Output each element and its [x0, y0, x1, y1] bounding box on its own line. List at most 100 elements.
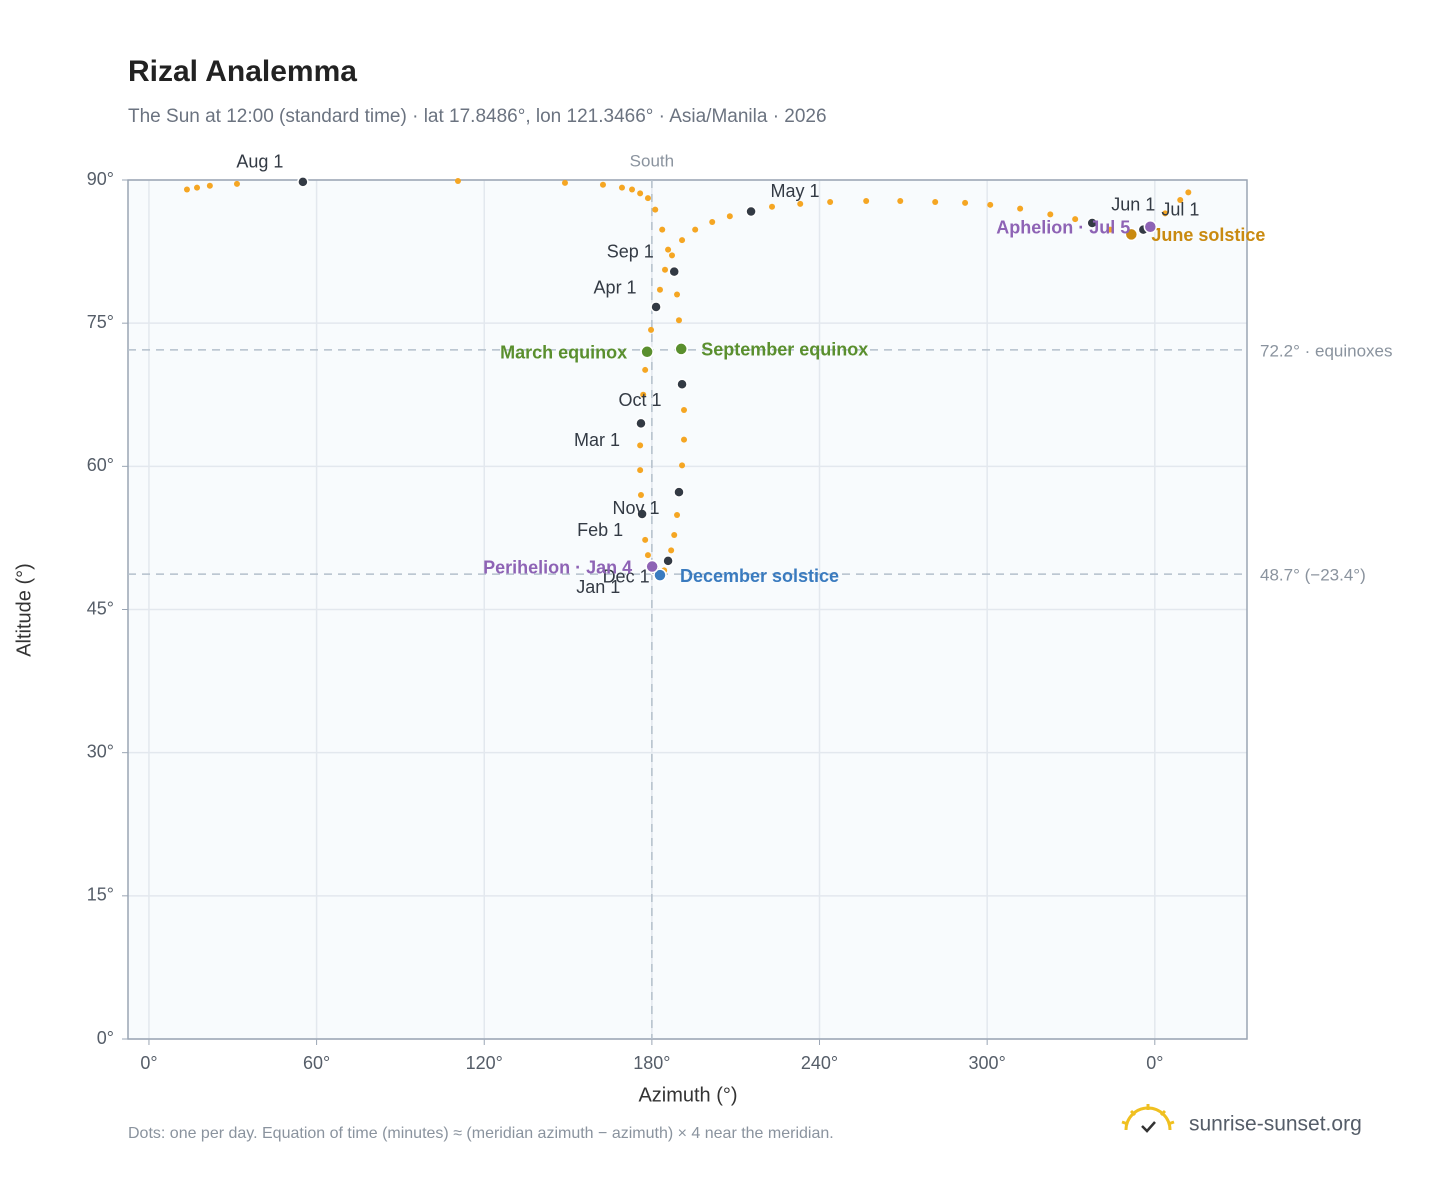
event-marker: [640, 345, 654, 359]
day-dot: [640, 391, 647, 398]
day-dot: [561, 179, 568, 186]
x-tick-label: 0°: [140, 1053, 157, 1073]
month-label: Dec 1: [603, 567, 650, 587]
y-tick-label: 15°: [87, 885, 114, 905]
chart-title: Rizal Analemma: [128, 55, 357, 88]
plot-frame: [127, 179, 1248, 1040]
day-dot: [681, 407, 688, 414]
day-dot: [637, 190, 644, 197]
day-dot: [652, 206, 659, 213]
month-label: Oct 1: [619, 390, 662, 410]
x-tick-label: 300°: [969, 1053, 1006, 1073]
day-dot: [668, 252, 675, 259]
day-dot: [206, 182, 213, 189]
day-dot: [644, 195, 651, 202]
day-dot: [644, 552, 651, 559]
day-dot: [709, 218, 716, 225]
month-label: Jan 1: [576, 577, 620, 597]
day-dot: [675, 317, 682, 324]
month-label: Feb 1: [577, 520, 623, 540]
day-dot: [932, 198, 939, 205]
day-dot: [674, 291, 681, 298]
chart-subtitle: The Sun at 12:00 (standard time) · lat 1…: [128, 106, 827, 127]
day-dot: [679, 237, 686, 244]
month-label: Aug 1: [236, 152, 283, 172]
x-tick-label: 60°: [303, 1053, 330, 1073]
month-marker: [673, 486, 685, 498]
event-label: September equinox: [701, 340, 868, 360]
day-dot: [1072, 216, 1079, 223]
month-marker: [668, 265, 680, 278]
month-label: Jul 1: [1161, 199, 1199, 219]
day-dot: [637, 467, 644, 474]
day-dot: [692, 226, 699, 233]
day-dot: [671, 532, 678, 539]
day-dot: [656, 286, 663, 293]
x-axis-label: Azimuth (°): [638, 1084, 737, 1106]
month-label: Mar 1: [574, 430, 620, 450]
month-marker: [662, 555, 674, 567]
x-tick-label: 120°: [466, 1053, 503, 1073]
day-dot: [1185, 189, 1192, 196]
day-dot: [769, 203, 776, 210]
month-label: Nov 1: [612, 498, 659, 518]
day-dot: [679, 462, 686, 469]
day-dot: [194, 184, 201, 191]
brand-logo: [1121, 1104, 1175, 1133]
month-marker: [650, 301, 662, 313]
event-label: Perihelion · Jan 4: [483, 557, 632, 577]
day-dot: [183, 186, 190, 193]
y-tick-label: 45°: [87, 598, 114, 618]
event-marker: [674, 342, 688, 356]
y-tick-label: 60°: [87, 455, 114, 475]
day-dot: [454, 177, 461, 184]
day-dot: [1017, 205, 1024, 212]
month-marker: [1086, 217, 1098, 229]
month-label: Jun 1: [1111, 195, 1155, 215]
y-tick-label: 0°: [97, 1028, 114, 1048]
day-dot: [1162, 210, 1169, 217]
month-label: May 1: [771, 181, 820, 201]
day-dot: [599, 181, 606, 188]
month-label: Sep 1: [607, 241, 654, 261]
y-tick-label: 75°: [87, 312, 114, 332]
reference-label: 72.2° · equinoxes: [1260, 341, 1393, 360]
event-label: Aphelion · Jul 5: [996, 218, 1130, 238]
day-dot: [665, 246, 672, 253]
day-dot: [662, 266, 669, 273]
day-dot: [1047, 211, 1054, 218]
day-dot: [668, 547, 675, 554]
month-marker: [676, 378, 688, 391]
day-dot: [233, 180, 240, 187]
event-marker: [653, 568, 667, 582]
day-dot: [863, 197, 870, 204]
day-dot: [618, 184, 625, 191]
day-dot: [637, 442, 644, 449]
event-marker: [1124, 227, 1139, 242]
day-dot: [827, 198, 834, 205]
event-label: March equinox: [500, 343, 627, 363]
reference-label: South: [630, 151, 674, 170]
day-dot: [987, 201, 994, 208]
event-marker: [1143, 220, 1158, 234]
month-marker: [745, 205, 757, 218]
day-dot: [648, 326, 655, 333]
day-dot: [681, 436, 688, 443]
day-dot: [674, 512, 681, 519]
month-label: Apr 1: [594, 278, 637, 298]
day-dot: [897, 197, 904, 204]
day-dot: [797, 200, 804, 207]
x-tick-label: 0°: [1146, 1053, 1163, 1073]
month-marker: [636, 508, 648, 520]
x-tick-label: 240°: [801, 1053, 838, 1073]
event-label: December solstice: [680, 566, 839, 586]
day-dot: [642, 366, 649, 373]
y-tick-label: 90°: [87, 169, 114, 189]
event-marker: [645, 559, 659, 574]
day-dot: [962, 199, 969, 206]
day-dot: [642, 536, 649, 543]
day-dot: [637, 491, 644, 498]
y-axis-label: Altitude (°): [13, 563, 35, 657]
month-marker: [635, 417, 647, 430]
